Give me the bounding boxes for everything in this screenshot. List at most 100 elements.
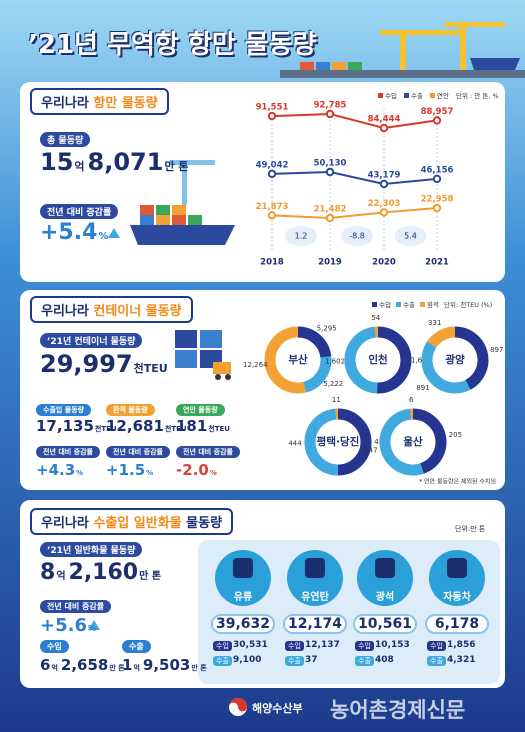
data-label: 43,179 — [368, 171, 401, 181]
data-label: 897 — [490, 346, 503, 354]
data-label: 11 — [332, 396, 341, 404]
port-name: 부산 — [288, 353, 308, 366]
data-label: 22,958 — [421, 195, 454, 205]
data-label: 21,482 — [314, 205, 347, 215]
item-export: 37 — [305, 655, 318, 665]
unit: 억 — [56, 571, 66, 582]
data-label: 205 — [449, 431, 462, 439]
item-export: 9,100 — [233, 655, 262, 665]
unit: 천TEU — [208, 425, 230, 433]
item-export: 408 — [375, 655, 394, 665]
heading-emphasis: 수출입 일반화물 — [93, 516, 182, 531]
total-volume: 15억 8,071만 톤 — [40, 150, 192, 174]
data-label: 22,303 — [368, 199, 401, 209]
unit-label: 단위: 천TEU (%) — [444, 300, 492, 309]
donut-segment — [421, 341, 471, 394]
item-total: 6,178 — [425, 614, 489, 634]
legend-swatch — [396, 302, 401, 307]
total-volume: 29,997천TEU — [40, 352, 171, 376]
label-pill: 수출 — [213, 656, 232, 666]
item-change: +4.3% — [36, 462, 86, 478]
item-icon — [233, 558, 253, 578]
section-heading: 우리나라 수출입 일반화물 물동량 — [30, 508, 234, 535]
heading-text: 물동량 — [181, 516, 223, 531]
unit: 만 톤 — [139, 571, 161, 582]
port-illustration — [280, 22, 525, 78]
change-label: 5.4 — [404, 232, 417, 241]
data-label: 92,785 — [314, 101, 347, 111]
data-point — [267, 111, 277, 121]
data-label: 5,222 — [323, 380, 343, 388]
data-point — [325, 213, 335, 223]
unit-label: 단위 : 만 톤, % — [456, 91, 499, 100]
item-change: -2.0% — [176, 462, 220, 478]
label-pill: 전년 대비 증감률 — [40, 204, 119, 219]
label-pill: 수출 — [427, 656, 446, 666]
heading-emphasis: 컨테이너 물동량 — [93, 304, 182, 319]
change-badge — [394, 226, 427, 246]
data-point — [432, 174, 442, 184]
data-label: 891 — [416, 384, 429, 392]
data-label: 444 — [288, 440, 302, 448]
data-label: 21,873 — [256, 202, 289, 212]
label-pill: 수입 — [355, 641, 374, 651]
item-import: 1,856 — [447, 640, 476, 650]
legend-label: 환적 — [427, 300, 439, 309]
label-pill: 수출입 물동량 — [36, 404, 92, 416]
item-name: 유류 — [233, 592, 253, 603]
item-change: +1.5% — [106, 462, 156, 478]
data-point — [379, 179, 389, 189]
data-label: 54 — [371, 314, 380, 322]
item-icon — [375, 558, 395, 578]
data-point — [325, 167, 335, 177]
label-pill: 수입 — [213, 641, 232, 651]
growth-rate: +5.6% — [40, 617, 99, 635]
growth-rate: +5.4% — [40, 222, 111, 244]
heading-text: 우리나라 — [41, 304, 94, 319]
item-name: 광석 — [375, 592, 395, 603]
number: +5.4 — [40, 220, 98, 245]
unit: % — [209, 469, 217, 477]
number: 1 — [122, 656, 133, 674]
item-volume: 181천TEU — [176, 418, 233, 434]
legend-label: 수입 — [385, 92, 397, 100]
label-pill: 수입 — [40, 640, 69, 653]
number: 6 — [40, 656, 51, 674]
label-pill: 수입 — [427, 641, 446, 651]
arrow-icons — [88, 228, 120, 630]
number: 8,071 — [87, 148, 164, 176]
legend-swatch — [378, 93, 383, 98]
label-pill: 전년 대비 증감률 — [176, 446, 240, 458]
legend-swatch — [404, 93, 409, 98]
data-label: 331 — [428, 319, 441, 327]
item-total: 39,632 — [211, 614, 275, 634]
series-line — [271, 112, 438, 130]
donut-segment — [304, 408, 339, 476]
item-name: 자동차 — [443, 592, 471, 603]
item-volume: 17,135천TEU — [36, 418, 120, 434]
donut-segment — [454, 326, 489, 390]
data-point — [267, 211, 277, 220]
donut-center — [276, 338, 320, 382]
note: * 연안 물동량은 제외된 수치임 — [419, 478, 496, 486]
data-point — [432, 116, 442, 125]
legend-swatch — [420, 302, 425, 307]
data-point — [379, 123, 389, 133]
label-pill: 수출 — [122, 640, 151, 653]
unit: % — [146, 469, 154, 477]
port-name: 인천 — [368, 353, 387, 366]
data-label: 91,551 — [256, 103, 289, 113]
label-pill: 전년 대비 증감률 — [106, 446, 170, 458]
data-label: 50,130 — [314, 159, 347, 169]
donut-center — [316, 420, 360, 464]
ministry-logo — [229, 698, 247, 712]
item-export: 4,321 — [447, 655, 476, 665]
number: +5.6 — [40, 615, 87, 636]
unit-label: 단위:만 톤 — [455, 525, 486, 533]
data-label: 84,444 — [368, 115, 401, 125]
number: 15 — [40, 148, 74, 176]
donut-segment — [379, 408, 424, 476]
heading-text: 우리나라 — [41, 96, 94, 111]
donut-segment — [427, 326, 456, 348]
